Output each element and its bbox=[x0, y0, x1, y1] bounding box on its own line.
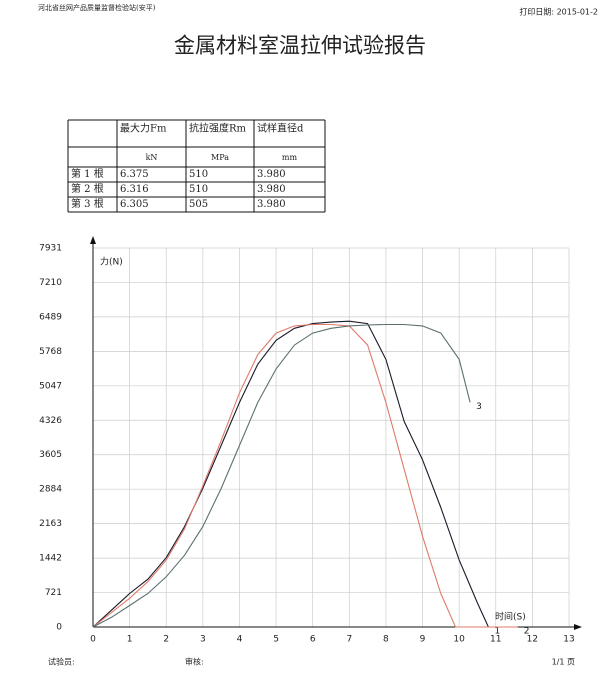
y-tick-label: 2884 bbox=[39, 485, 62, 495]
reviewer: 审核: bbox=[185, 657, 204, 667]
y-tick-label: 5047 bbox=[39, 381, 62, 391]
cell: 6.375 bbox=[120, 169, 149, 180]
y-tick-label: 7210 bbox=[39, 278, 62, 288]
x-tick-label: 5 bbox=[273, 635, 279, 645]
y-tick-label: 5768 bbox=[39, 347, 62, 357]
cell: 6.305 bbox=[120, 199, 149, 210]
column-unit: MPa bbox=[211, 153, 229, 162]
cell: 3.980 bbox=[257, 199, 286, 210]
x-tick-label: 6 bbox=[310, 635, 316, 645]
cell: 3.980 bbox=[257, 184, 286, 195]
x-tick-label: 11 bbox=[490, 635, 501, 645]
series-label: 3 bbox=[476, 402, 482, 412]
cell: 6.316 bbox=[120, 184, 149, 195]
cell: 505 bbox=[189, 199, 208, 210]
x-tick-label: 10 bbox=[453, 635, 465, 645]
y-axis-arrow bbox=[90, 236, 96, 244]
y-tick-label: 2163 bbox=[39, 519, 62, 529]
series-label: 2 bbox=[524, 627, 530, 637]
x-tick-label: 2 bbox=[163, 635, 169, 645]
y-tick-label: 1442 bbox=[39, 554, 62, 564]
x-tick-label: 7 bbox=[346, 635, 352, 645]
x-tick-label: 0 bbox=[90, 635, 96, 645]
cell: 3.980 bbox=[257, 169, 286, 180]
chart: 0721144221632884360543265047576864897210… bbox=[39, 236, 582, 645]
org: 河北省丝网产品质量监督检验站(安平) bbox=[38, 3, 156, 12]
y-tick-label: 3605 bbox=[39, 450, 62, 460]
column-name: 试样直径d bbox=[257, 122, 304, 135]
x-axis-label: 时间(S) bbox=[495, 611, 526, 623]
x-tick-label: 12 bbox=[527, 635, 538, 645]
column-unit: kN bbox=[146, 153, 158, 162]
page-number: 1/1 页 bbox=[552, 658, 575, 667]
x-tick-label: 8 bbox=[383, 635, 389, 645]
series-label: 1 bbox=[494, 627, 500, 637]
print-date: 打印日期: 2015-01-2 bbox=[519, 7, 598, 17]
cell: 510 bbox=[189, 184, 208, 195]
title: 金属材料室温拉伸试验报告 bbox=[174, 34, 426, 58]
y-tick-label: 0 bbox=[56, 623, 62, 633]
series-line bbox=[92, 323, 471, 628]
x-tick-label: 13 bbox=[563, 635, 574, 645]
x-axis-arrow bbox=[574, 624, 582, 630]
row-label: 第 1 根 bbox=[71, 167, 104, 180]
y-tick-label: 6489 bbox=[39, 312, 62, 322]
x-tick-label: 3 bbox=[200, 635, 206, 645]
tester: 试验员: bbox=[48, 657, 75, 667]
column-name: 抗拉强度Rm bbox=[189, 122, 247, 135]
table: 最大力Fm kN 抗拉强度Rm MPa 试样直径d mm 第 1 根 6.375 510 3.98… bbox=[67, 119, 326, 213]
y-tick-label: 7931 bbox=[39, 244, 62, 254]
y-tick-label: 4326 bbox=[39, 416, 62, 426]
row-label: 第 2 根 bbox=[71, 182, 104, 195]
row-label: 第 3 根 bbox=[71, 197, 104, 210]
y-axis-label: 力(N) bbox=[100, 256, 123, 268]
column-name: 最大力Fm bbox=[120, 122, 167, 135]
series-line bbox=[92, 323, 518, 628]
series-line bbox=[92, 320, 489, 628]
cell: 510 bbox=[189, 169, 208, 180]
x-tick-label: 1 bbox=[127, 635, 133, 645]
x-tick-label: 4 bbox=[237, 635, 243, 645]
column-unit: mm bbox=[282, 153, 298, 162]
y-tick-label: 721 bbox=[45, 588, 62, 598]
x-tick-label: 9 bbox=[420, 635, 426, 645]
